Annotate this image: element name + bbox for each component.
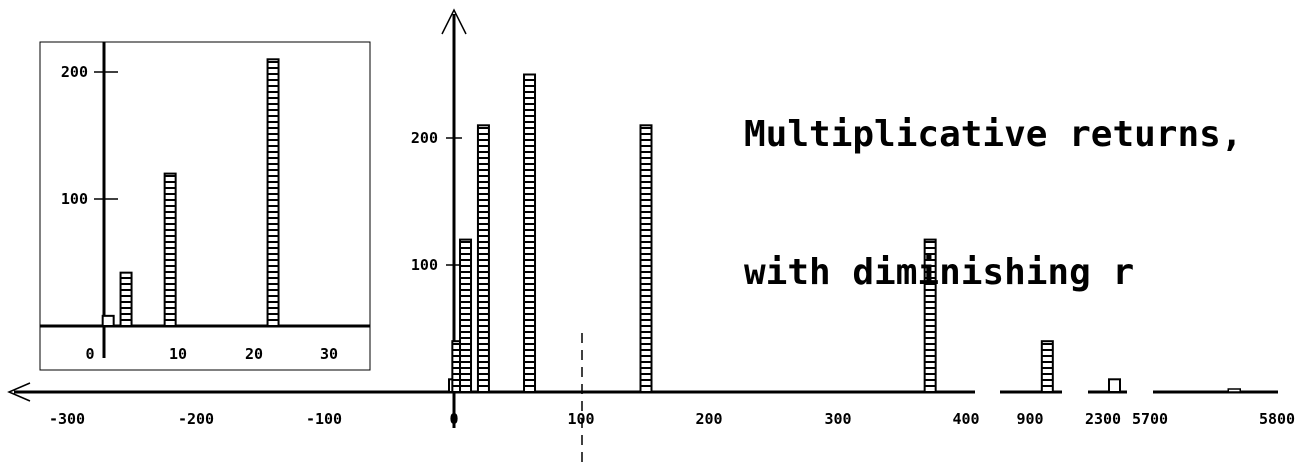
- bar: [1108, 378, 1121, 393]
- x-tick-label: 0: [449, 410, 458, 428]
- x-tick-label: 900: [1016, 410, 1043, 428]
- chart-title: Multiplicative returns, with diminishing…: [744, 20, 1243, 342]
- x-tick-label: 2300: [1085, 410, 1121, 428]
- bar-outline: [119, 271, 133, 328]
- inset-x-tick-label: 10: [169, 345, 187, 363]
- x-tick-label: 5800: [1259, 410, 1295, 428]
- chart-title-line-2: with diminishing r: [744, 252, 1135, 293]
- bar: [639, 124, 653, 394]
- bar: [459, 238, 473, 393]
- inset-x-tick-label: 20: [245, 345, 263, 363]
- inset-y-tick-label: 100: [61, 190, 88, 208]
- bar-outline: [266, 58, 280, 328]
- x-tick-label: -100: [306, 410, 342, 428]
- inset-y-tick-label: 200: [61, 63, 88, 81]
- inset-bar: [101, 314, 115, 327]
- x-tick-label: 100: [567, 410, 594, 428]
- bar-outline: [163, 172, 177, 327]
- inset-bar: [163, 172, 177, 327]
- inset-panel: 0 10 20 30 100 200: [39, 41, 371, 371]
- inset-bar: [119, 271, 133, 328]
- x-tick-label: 200: [695, 410, 722, 428]
- bar-outline: [923, 238, 937, 393]
- chart-title-line-1: Multiplicative returns,: [744, 114, 1243, 155]
- inset-x-tick-label: 30: [320, 345, 338, 363]
- inset-x-tick-label: 0: [85, 345, 94, 363]
- x-tick-label: 5700: [1132, 410, 1168, 428]
- y-tick-label: 100: [411, 256, 438, 274]
- bar: [476, 124, 490, 394]
- x-tick-label: -200: [178, 410, 214, 428]
- bar: [923, 238, 937, 393]
- bar-outline: [459, 238, 473, 393]
- bar: [523, 73, 537, 393]
- bar-outline: [523, 73, 537, 393]
- x-axis-arrowhead: [7, 382, 31, 402]
- bar: [1040, 340, 1054, 394]
- inset-bar: [266, 58, 280, 328]
- x-tick-label: -300: [49, 410, 85, 428]
- y-axis-arrowhead: [441, 8, 467, 35]
- bar-outline: [1040, 340, 1054, 394]
- y-tick-label: 200: [411, 129, 438, 147]
- x-tick-label: 300: [824, 410, 851, 428]
- inset-frame: [39, 41, 371, 371]
- x-tick-label: 400: [952, 410, 979, 428]
- bar-outline: [639, 124, 653, 394]
- main-plot: -300 -200 -100 0 100 200 300 400 900 2300 5700 5800…: [7, 8, 1295, 467]
- bar: [1227, 388, 1241, 393]
- bar-outline: [476, 124, 490, 394]
